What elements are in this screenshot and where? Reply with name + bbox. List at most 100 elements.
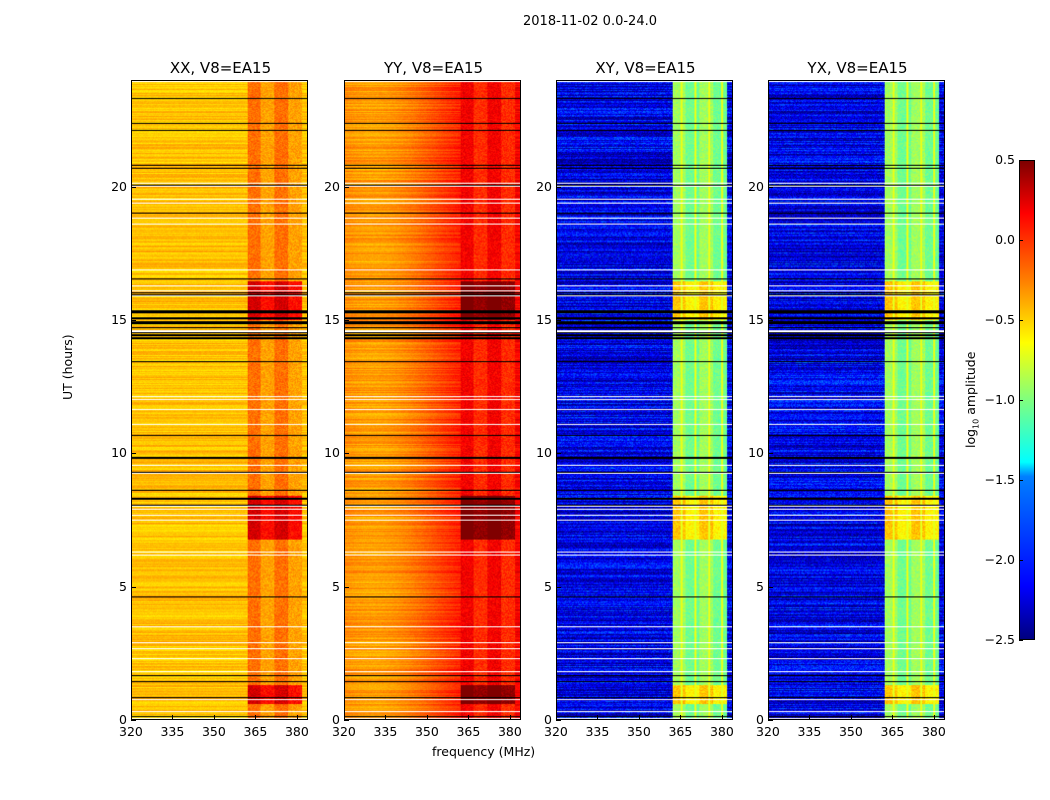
figure-title: 2018-11-02 0.0-24.0 bbox=[523, 14, 657, 29]
y-tick-mark bbox=[344, 453, 349, 455]
x-tick-label: 335 bbox=[373, 724, 398, 739]
y-tick-mark bbox=[131, 186, 136, 188]
y-axis-label: UT (hours) bbox=[60, 334, 75, 400]
x-tick-label: 335 bbox=[797, 724, 822, 739]
heatmap-panel: YX, V8=EA15 bbox=[768, 59, 945, 720]
heatmap-image bbox=[557, 81, 732, 719]
x-tick-label: 380 bbox=[497, 724, 522, 739]
y-tick-mark bbox=[556, 453, 561, 455]
panel-title: XX, V8=EA15 bbox=[169, 59, 272, 77]
x-tick-mark bbox=[556, 715, 557, 720]
x-tick-mark bbox=[426, 715, 428, 720]
x-tick-mark bbox=[850, 715, 852, 720]
y-tick-label: 5 bbox=[119, 578, 127, 594]
y-tick-label: 20 bbox=[748, 178, 764, 194]
y-tick-mark bbox=[768, 720, 773, 721]
y-tick-label: 0 bbox=[544, 712, 552, 727]
x-tick-mark bbox=[255, 715, 257, 720]
x-tick-mark bbox=[809, 715, 811, 720]
y-tick-mark bbox=[556, 320, 561, 321]
x-axis-label: frequency (MHz) bbox=[432, 744, 536, 759]
x-tick-label: 320 bbox=[756, 724, 780, 739]
y-tick-mark bbox=[556, 586, 561, 588]
x-tick-mark bbox=[213, 715, 215, 720]
y-tick-mark bbox=[131, 586, 136, 588]
y-tick-mark bbox=[344, 720, 349, 721]
panel-title: XY, V8=EA15 bbox=[595, 59, 696, 77]
y-tick-label: 10 bbox=[324, 445, 340, 461]
x-tick-mark bbox=[597, 715, 599, 720]
x-tick-mark bbox=[131, 715, 132, 720]
y-tick-label: 20 bbox=[536, 178, 552, 194]
colorbar-tick-mark bbox=[1019, 640, 1023, 641]
x-tick-mark bbox=[296, 715, 298, 720]
y-tick-label: 15 bbox=[324, 312, 340, 327]
y-tick-label: 15 bbox=[748, 312, 764, 327]
x-tick-label: 335 bbox=[585, 724, 610, 739]
y-tick-label: 15 bbox=[111, 312, 127, 327]
x-tick-label: 380 bbox=[921, 724, 946, 739]
colorbar-tick-mark bbox=[1019, 320, 1023, 321]
x-tick-label: 380 bbox=[284, 724, 309, 739]
y-tick-label: 20 bbox=[111, 178, 127, 194]
heatmap-image bbox=[769, 81, 944, 719]
x-tick-label: 320 bbox=[119, 724, 143, 739]
colorbar-tick-label: 0.5 bbox=[995, 152, 1015, 167]
x-tick-label: 335 bbox=[160, 724, 185, 739]
y-tick-mark bbox=[344, 586, 349, 588]
x-tick-label: 350 bbox=[414, 724, 439, 739]
y-tick-label: 10 bbox=[111, 445, 127, 461]
panel-title: YX, V8=EA15 bbox=[807, 59, 908, 77]
colorbar-tick-mark bbox=[1019, 560, 1023, 561]
y-tick-label: 0 bbox=[756, 712, 764, 727]
x-tick-mark bbox=[385, 715, 387, 720]
colorbar-tick-label: −2.0 bbox=[984, 552, 1015, 567]
x-tick-label: 365 bbox=[880, 724, 905, 739]
colorbar-tick-label: −2.5 bbox=[984, 632, 1015, 647]
colorbar-tick-mark bbox=[1019, 400, 1023, 401]
colorbar-tick-mark bbox=[1019, 480, 1023, 481]
x-tick-label: 350 bbox=[201, 724, 226, 739]
x-tick-mark bbox=[468, 715, 470, 720]
y-tick-mark bbox=[768, 186, 773, 188]
heatmap-panel: YY, V8=EA15 bbox=[344, 59, 521, 720]
y-tick-mark bbox=[768, 320, 773, 321]
y-tick-label: 0 bbox=[119, 712, 127, 727]
y-tick-label: 15 bbox=[536, 312, 552, 327]
x-tick-mark bbox=[172, 715, 174, 720]
y-tick-label: 5 bbox=[756, 578, 764, 594]
colorbar-tick-mark bbox=[1019, 160, 1023, 161]
x-tick-mark bbox=[768, 715, 769, 720]
y-tick-mark bbox=[768, 453, 773, 455]
colorbar-tick-label: 0.0 bbox=[995, 232, 1015, 247]
x-tick-mark bbox=[892, 715, 894, 720]
y-tick-mark bbox=[344, 186, 349, 188]
colorbar-tick-label: −0.5 bbox=[984, 312, 1015, 327]
y-tick-label: 0 bbox=[332, 712, 340, 727]
x-tick-mark bbox=[638, 715, 640, 720]
x-tick-label: 320 bbox=[332, 724, 356, 739]
x-tick-label: 365 bbox=[668, 724, 693, 739]
x-tick-label: 350 bbox=[838, 724, 863, 739]
panel-title: YY, V8=EA15 bbox=[383, 59, 484, 77]
x-tick-label: 350 bbox=[626, 724, 651, 739]
x-tick-label: 380 bbox=[709, 724, 734, 739]
x-tick-label: 365 bbox=[456, 724, 481, 739]
heatmap-image bbox=[132, 81, 307, 719]
colorbar-tick-label: −1.5 bbox=[984, 472, 1015, 487]
y-tick-mark bbox=[131, 453, 136, 455]
y-tick-mark bbox=[131, 320, 136, 321]
x-tick-mark bbox=[680, 715, 682, 720]
y-tick-mark bbox=[556, 720, 561, 721]
y-tick-label: 10 bbox=[748, 445, 764, 461]
colorbar-label: log10 amplitude bbox=[963, 351, 981, 448]
y-tick-mark bbox=[344, 320, 349, 321]
y-tick-mark bbox=[131, 720, 136, 721]
colorbar-tick-label: −1.0 bbox=[984, 392, 1015, 407]
y-tick-mark bbox=[556, 186, 561, 188]
x-tick-label: 365 bbox=[243, 724, 268, 739]
x-tick-label: 320 bbox=[544, 724, 568, 739]
y-tick-label: 10 bbox=[536, 445, 552, 461]
x-tick-mark bbox=[509, 715, 511, 720]
